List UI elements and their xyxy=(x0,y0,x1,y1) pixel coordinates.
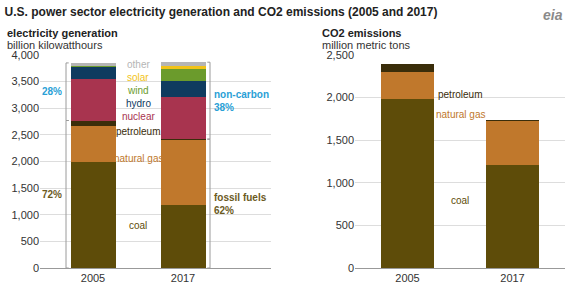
svg-text:natural gas: natural gas xyxy=(114,153,163,164)
svg-text:other: other xyxy=(127,59,150,70)
svg-text:fossil fuels62%: fossil fuels62% xyxy=(214,192,267,216)
svg-text:2,000: 2,000 xyxy=(326,91,354,103)
svg-text:billion kilowatthours: billion kilowatthours xyxy=(7,39,103,51)
svg-text:U.S. power sector electricity: U.S. power sector electricity generation… xyxy=(5,5,438,19)
svg-text:2,500: 2,500 xyxy=(326,49,354,61)
svg-text:1,000: 1,000 xyxy=(11,209,39,221)
svg-text:petroleum: petroleum xyxy=(438,89,482,100)
svg-text:72%: 72% xyxy=(42,189,62,200)
svg-text:2017: 2017 xyxy=(500,272,524,284)
svg-text:0: 0 xyxy=(33,262,39,274)
svg-text:1,500: 1,500 xyxy=(326,134,354,146)
svg-text:500: 500 xyxy=(21,235,39,247)
svg-text:million metric tons: million metric tons xyxy=(322,39,411,51)
svg-text:3,500: 3,500 xyxy=(11,75,39,87)
svg-text:non-carbon38%: non-carbon38% xyxy=(214,89,269,113)
svg-text:solar: solar xyxy=(127,72,149,83)
svg-text:natural gas: natural gas xyxy=(436,109,485,120)
svg-text:1,000: 1,000 xyxy=(326,177,354,189)
svg-text:electricity generation: electricity generation xyxy=(7,27,118,39)
svg-text:eia: eia xyxy=(543,7,563,23)
svg-text:hydro: hydro xyxy=(126,98,151,109)
svg-text:28%: 28% xyxy=(42,86,62,97)
svg-text:4,000: 4,000 xyxy=(11,49,39,61)
svg-text:petroleum: petroleum xyxy=(116,126,160,137)
svg-text:2005: 2005 xyxy=(395,272,419,284)
svg-text:3,000: 3,000 xyxy=(11,102,39,114)
svg-text:2,000: 2,000 xyxy=(11,155,39,167)
svg-text:2,500: 2,500 xyxy=(11,129,39,141)
svg-text:wind: wind xyxy=(127,85,149,96)
svg-text:CO2 emissions: CO2 emissions xyxy=(322,27,401,39)
svg-text:coal: coal xyxy=(129,220,147,231)
svg-text:500: 500 xyxy=(336,219,354,231)
svg-text:2017: 2017 xyxy=(171,272,195,284)
svg-text:nuclear: nuclear xyxy=(122,111,155,122)
svg-text:coal: coal xyxy=(451,195,469,206)
svg-text:0: 0 xyxy=(348,262,354,274)
svg-text:1,500: 1,500 xyxy=(11,182,39,194)
svg-text:2005: 2005 xyxy=(81,272,105,284)
